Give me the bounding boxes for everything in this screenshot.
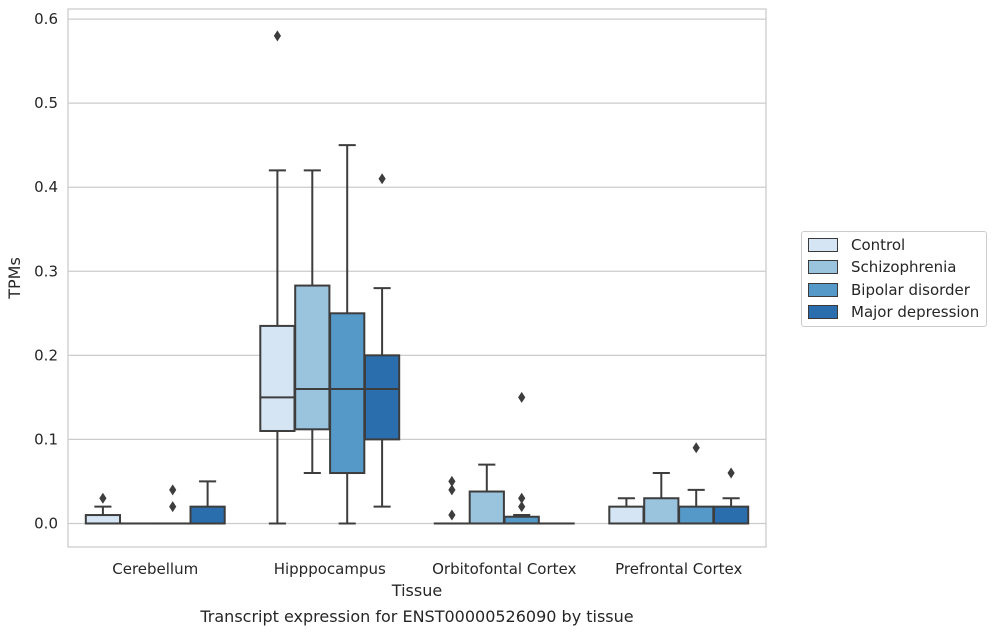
outlier-point xyxy=(448,484,456,496)
outlier-point xyxy=(727,467,735,479)
y-axis-label: TPMs xyxy=(5,257,24,300)
y-tick-label: 0.5 xyxy=(34,94,58,112)
legend-item-schizophrenia: Schizophrenia xyxy=(808,257,956,277)
box-body xyxy=(503,515,540,525)
box-body xyxy=(329,312,366,475)
x-tick-label: Prefrontal Cortex xyxy=(615,560,742,578)
outlier-point xyxy=(518,492,526,504)
box-body xyxy=(608,505,645,525)
box-body xyxy=(189,505,226,525)
legend-label-bipolar-disorder: Bipolar disorder xyxy=(851,281,970,299)
y-tick-label: 0.6 xyxy=(34,10,58,28)
outlier-point xyxy=(273,30,281,42)
legend-swatch-major-depression xyxy=(808,305,838,319)
boxes xyxy=(84,30,750,525)
y-tick-label: 0.3 xyxy=(34,262,58,280)
box-2-2 xyxy=(503,391,540,525)
x-tick-label: Cerebellum xyxy=(112,560,198,578)
box-body xyxy=(468,490,505,525)
box-body xyxy=(259,324,296,432)
box-3-3 xyxy=(712,467,750,525)
box-1-2 xyxy=(468,463,505,525)
outlier-point xyxy=(448,509,456,521)
x-tick-labels: Cerebellum Hipppocampus Orbitofontal Corte… xyxy=(112,560,742,578)
outlier-point xyxy=(169,501,177,513)
outlier-point xyxy=(692,442,700,454)
x-axis-label: Tissue xyxy=(391,581,442,600)
box-1-1 xyxy=(294,169,331,475)
legend-item-bipolar-disorder: Bipolar disorder xyxy=(808,280,970,300)
legend: Control Schizophrenia Bipolar disorder M… xyxy=(801,231,987,327)
y-tick-label: 0.1 xyxy=(34,430,58,448)
box-body xyxy=(712,505,750,525)
chart-title: Transcript expression for ENST0000052609… xyxy=(199,607,633,626)
outlier-point xyxy=(169,484,177,496)
box-0-0 xyxy=(84,492,122,525)
outlier-point xyxy=(378,173,386,185)
box-body xyxy=(643,497,680,525)
x-tick-label: Hipppocampus xyxy=(274,560,386,578)
outlier-point xyxy=(518,501,526,513)
box-3-1 xyxy=(363,173,401,508)
box-body xyxy=(678,505,715,525)
legend-swatch-control xyxy=(808,238,838,252)
legend-swatch-bipolar-disorder xyxy=(808,283,838,297)
legend-item-control: Control xyxy=(808,235,905,255)
legend-label-schizophrenia: Schizophrenia xyxy=(851,258,957,276)
legend-swatch-schizophrenia xyxy=(808,260,838,274)
legend-label-control: Control xyxy=(851,236,906,254)
legend-item-major-depression: Major depression xyxy=(808,302,979,322)
box-0-1 xyxy=(259,30,296,525)
y-tick-label: 0.0 xyxy=(34,514,58,532)
outlier-point xyxy=(99,492,107,504)
box-1-3 xyxy=(643,472,680,525)
outlier-point xyxy=(518,391,526,403)
box-body xyxy=(294,284,331,431)
outlier-point xyxy=(448,475,456,487)
box-body xyxy=(363,354,401,441)
y-tick-label: 0.4 xyxy=(34,178,58,196)
y-tick-labels: 0.0 0.1 0.2 0.3 0.4 0.5 0.6 xyxy=(34,10,58,532)
box-3-0 xyxy=(189,480,226,525)
box-body xyxy=(84,514,122,525)
y-tick-label: 0.2 xyxy=(34,346,58,364)
plot-area-frame xyxy=(67,8,767,548)
x-tick-label: Orbitofontal Cortex xyxy=(432,560,576,578)
legend-label-major-depression: Major depression xyxy=(851,303,980,321)
